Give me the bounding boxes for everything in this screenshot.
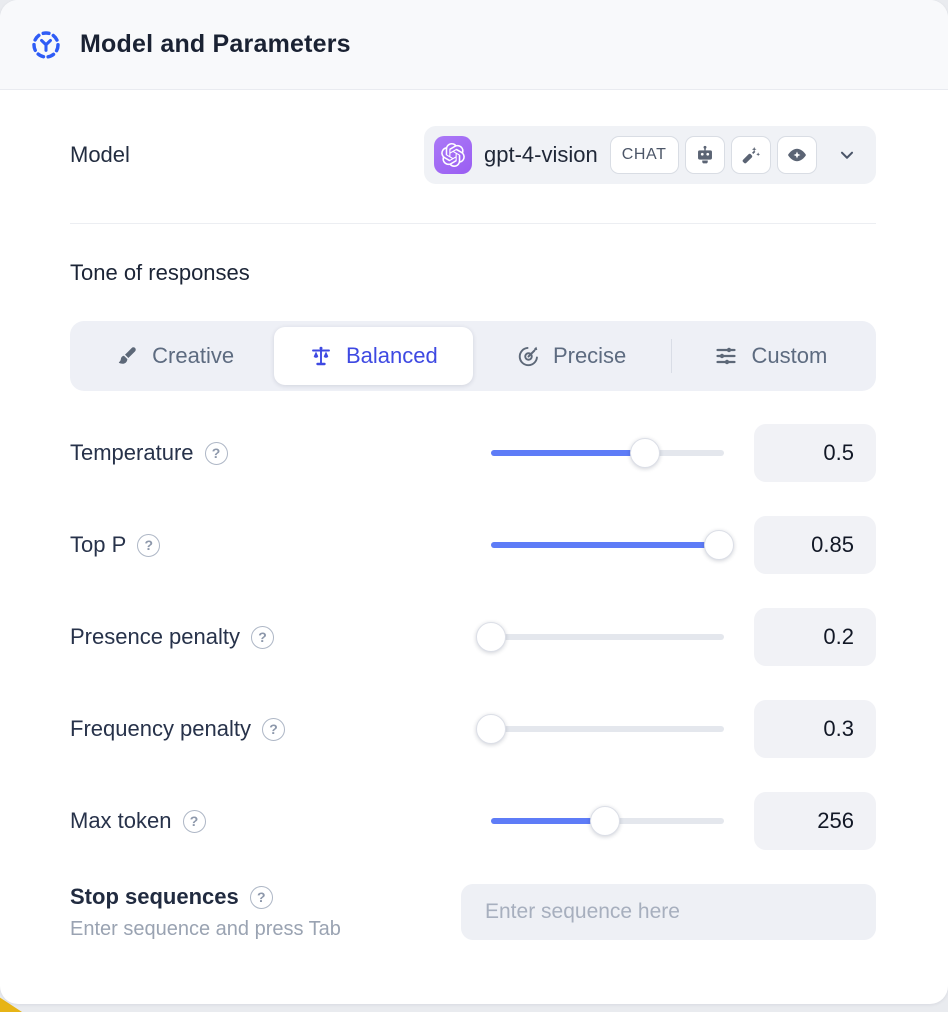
paintbrush-icon bbox=[116, 345, 139, 368]
tone-tab-balanced[interactable]: Balanced bbox=[274, 327, 473, 385]
slider-thumb[interactable] bbox=[704, 530, 735, 560]
parameter-label: Frequency penalty ? bbox=[70, 716, 491, 742]
model-capability-chips: CHAT bbox=[609, 136, 817, 174]
temperature-slider[interactable] bbox=[491, 437, 724, 469]
tone-tab-label: Custom bbox=[751, 343, 828, 368]
presence-penalty-slider[interactable] bbox=[476, 621, 724, 653]
parameter-label: Temperature ? bbox=[70, 440, 491, 466]
stop-sequences-label: Stop sequences bbox=[70, 884, 239, 909]
help-icon[interactable]: ? bbox=[249, 885, 273, 909]
slider-track bbox=[491, 726, 724, 732]
frequency-penalty-value[interactable]: 0.3 bbox=[754, 700, 876, 758]
top-p-slider[interactable] bbox=[491, 529, 735, 561]
help-icon[interactable]: ? bbox=[182, 809, 206, 833]
segment-divider bbox=[670, 339, 672, 373]
tone-heading: Tone of responses bbox=[70, 260, 250, 285]
parameter-row-temperature: Temperature ? 0.5 bbox=[70, 424, 876, 482]
model-select-dropdown[interactable]: gpt-4-vision CHAT bbox=[424, 126, 876, 184]
slider-thumb[interactable] bbox=[629, 438, 660, 468]
parameter-row-frequency-penalty: Frequency penalty ? 0.3 bbox=[70, 700, 876, 758]
slider-fill bbox=[491, 450, 645, 456]
tone-tab-label: Precise bbox=[552, 343, 627, 368]
stop-sequences-labels: Stop sequences ? Enter sequence and pres… bbox=[70, 884, 341, 941]
parameter-label: Top P ? bbox=[70, 532, 491, 558]
parameter-row-top-p: Top P ? 0.85 bbox=[70, 516, 876, 574]
slider-fill bbox=[491, 542, 720, 548]
slider-thumb[interactable] bbox=[476, 622, 506, 652]
chat-type-badge: CHAT bbox=[609, 136, 679, 174]
max-token-value[interactable]: 256 bbox=[754, 792, 876, 850]
parameters-list: Temperature ? 0.5 Top P ? bbox=[70, 424, 876, 850]
target-icon bbox=[517, 345, 540, 368]
parameter-row-max-token: Max token ? 256 bbox=[70, 792, 876, 850]
robot-capability-badge bbox=[684, 136, 725, 174]
presence-penalty-value[interactable]: 0.2 bbox=[754, 608, 876, 666]
panel-title: Model and Parameters bbox=[80, 30, 351, 58]
slider-fill bbox=[491, 818, 606, 824]
help-icon[interactable]: ? bbox=[262, 717, 285, 741]
vision-eye-capability-badge bbox=[776, 136, 817, 174]
parameter-label-text: Max token bbox=[70, 808, 172, 833]
parameter-label-text: Presence penalty bbox=[70, 624, 240, 649]
selected-model-name: gpt-4-vision bbox=[484, 142, 598, 167]
stop-sequence-input[interactable] bbox=[461, 884, 876, 940]
temperature-value[interactable]: 0.5 bbox=[754, 424, 876, 482]
stop-sequences-helper: Enter sequence and press Tab bbox=[70, 918, 341, 940]
slider-track bbox=[491, 634, 724, 640]
tone-tab-creative[interactable]: Creative bbox=[76, 327, 274, 385]
model-row: Model gpt-4-vision CHAT bbox=[70, 126, 876, 184]
model-hub-icon bbox=[30, 29, 62, 61]
parameter-label-text: Temperature bbox=[70, 440, 194, 465]
stop-sequences-row: Stop sequences ? Enter sequence and pres… bbox=[70, 884, 876, 941]
openai-logo-icon bbox=[434, 136, 472, 174]
chevron-down-icon bbox=[836, 144, 858, 166]
tone-tab-label: Creative bbox=[152, 343, 235, 368]
tone-segmented-control: Creative Balanced bbox=[70, 321, 876, 391]
model-label: Model bbox=[70, 142, 130, 167]
balance-scale-icon bbox=[309, 344, 333, 368]
section-divider bbox=[70, 223, 876, 224]
magic-wand-capability-badge bbox=[730, 136, 771, 174]
help-icon[interactable]: ? bbox=[204, 441, 228, 465]
parameter-row-presence-penalty: Presence penalty ? 0.2 bbox=[70, 608, 876, 666]
tone-tab-label: Balanced bbox=[346, 343, 438, 368]
slider-thumb[interactable] bbox=[590, 806, 621, 836]
tone-tab-custom[interactable]: Custom bbox=[672, 327, 870, 385]
panel-body: Model gpt-4-vision CHAT bbox=[0, 90, 948, 1004]
parameter-label-text: Top P bbox=[70, 532, 127, 557]
top-p-value[interactable]: 0.85 bbox=[754, 516, 876, 574]
help-icon[interactable]: ? bbox=[137, 533, 161, 557]
parameter-label: Presence penalty ? bbox=[70, 624, 491, 650]
slider-thumb[interactable] bbox=[476, 714, 506, 744]
panel-header: Model and Parameters bbox=[0, 0, 948, 90]
tone-tab-precise[interactable]: Precise bbox=[473, 327, 671, 385]
max-token-slider[interactable] bbox=[491, 805, 724, 837]
parameter-label-text: Frequency penalty bbox=[70, 716, 251, 741]
help-icon[interactable]: ? bbox=[251, 625, 274, 649]
frequency-penalty-slider[interactable] bbox=[476, 713, 724, 745]
sliders-icon bbox=[714, 344, 738, 368]
parameter-label: Max token ? bbox=[70, 808, 491, 834]
